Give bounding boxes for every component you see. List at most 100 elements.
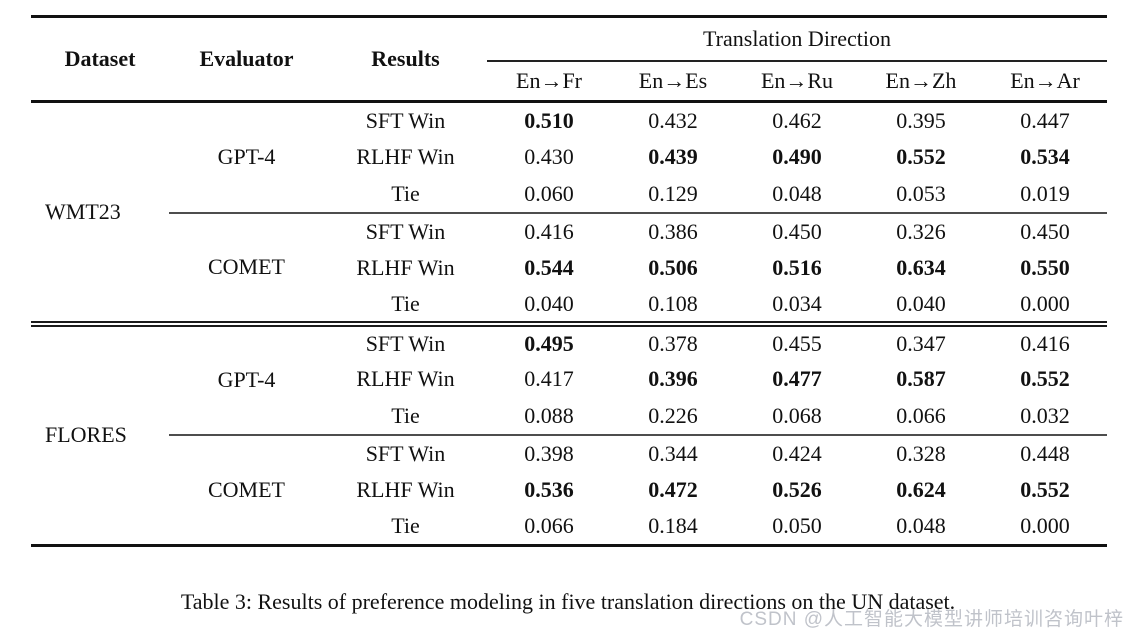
evaluator-cell: COMET	[169, 433, 324, 547]
evaluator-cell: GPT-4	[217, 144, 276, 170]
value-cell: 0.495	[524, 330, 574, 356]
evaluator-cell: COMET	[169, 211, 324, 327]
col-header-results: Results	[324, 16, 487, 103]
value-cell: 0.552	[896, 144, 946, 169]
value-cell: 0.226	[648, 402, 698, 428]
col-header-en-ar: En→Ar	[983, 60, 1108, 103]
col-header-dataset: Dataset	[31, 16, 169, 103]
value-cell: 0.378	[648, 330, 698, 356]
evaluator-cell: GPT-4	[217, 367, 276, 392]
value-cell: 0.050	[735, 508, 859, 547]
value-cell: 0.490	[772, 144, 822, 169]
value-cell: 0.066	[896, 402, 946, 428]
result-label-cell: Tie	[324, 286, 487, 327]
value-cell: 0.088	[524, 402, 574, 428]
value-cell: 0.108	[611, 286, 735, 327]
value-cell: 0.552	[1020, 366, 1070, 391]
value-cell: 0.430	[524, 144, 574, 169]
col-header-en-zh: En→Zh	[859, 60, 983, 103]
watermark: CSDN @人工智能大模型讲师培训咨询叶梓	[739, 609, 1124, 630]
value-cell: 0.048	[772, 180, 822, 206]
result-label-cell: SFT Win	[365, 330, 446, 356]
results-table: Dataset Evaluator Results Translation Di…	[31, 15, 1108, 547]
value-cell: 0.450	[983, 211, 1108, 250]
value-cell: 0.000	[983, 508, 1108, 547]
value-cell: 0.526	[772, 477, 822, 502]
value-cell: 0.000	[983, 286, 1108, 327]
value-cell: 0.328	[859, 433, 983, 472]
value-cell: 0.396	[648, 366, 698, 391]
table-row: RLHF Win 0.536 0.472 0.526 0.624 0.552	[31, 472, 1107, 509]
table-row: RLHF Win 0.544 0.506 0.516 0.634 0.550	[31, 250, 1107, 287]
value-cell: 0.040	[487, 286, 611, 327]
header-row-group: Dataset Evaluator Results Translation Di…	[31, 16, 1108, 103]
result-label-cell: Tie	[391, 180, 420, 206]
value-cell: 0.536	[524, 477, 574, 502]
value-cell: 0.040	[859, 286, 983, 327]
col-header-en-fr: En→Fr	[487, 60, 611, 103]
table-row: Tie 0.040 0.108 0.034 0.040 0.000	[31, 286, 1108, 327]
result-label-cell: RLHF Win	[356, 477, 455, 502]
value-cell: 0.060	[524, 180, 574, 206]
value-cell: 0.347	[896, 330, 946, 356]
value-cell: 0.053	[896, 180, 946, 206]
table-body: WMT23 GPT-4 SFT Win 0.510 0.432 0.462 0.395 0.4…	[31, 101, 1108, 547]
value-cell: 0.439	[648, 144, 698, 169]
value-cell: 0.386	[611, 211, 735, 250]
table-row: Tie 0.060 0.129 0.048 0.053 0.019	[31, 176, 1107, 213]
value-cell: 0.129	[648, 180, 698, 206]
value-cell: 0.326	[859, 211, 983, 250]
value-cell: 0.424	[735, 433, 859, 472]
header-row-directions: En→Fr En→Es En→Ru En→Zh En→Ar	[31, 60, 1108, 103]
result-label-cell: SFT Win	[324, 433, 487, 472]
value-cell: 0.447	[1020, 107, 1070, 133]
table-row: Tie 0.088 0.226 0.068 0.066 0.032	[31, 398, 1107, 435]
table-row: Tie 0.066 0.184 0.050 0.048 0.000	[31, 508, 1108, 547]
result-label-cell: SFT Win	[365, 107, 446, 133]
value-cell: 0.477	[772, 366, 822, 391]
value-cell: 0.416	[487, 211, 611, 250]
table-row: WMT23 GPT-4 SFT Win 0.510 0.432 0.462 0.395 0.4…	[31, 101, 1107, 327]
col-header-en-es: En→Es	[611, 60, 735, 103]
value-cell: 0.398	[487, 433, 611, 472]
result-label-cell: Tie	[391, 402, 420, 428]
results-table-container: Dataset Evaluator Results Translation Di…	[31, 15, 1108, 547]
value-cell: 0.032	[1020, 402, 1070, 428]
value-cell: 0.034	[735, 286, 859, 327]
value-cell: 0.472	[648, 477, 698, 502]
value-cell: 0.455	[772, 330, 822, 356]
result-label-cell: RLHF Win	[356, 255, 455, 280]
col-header-en-ru: En→Ru	[735, 60, 859, 103]
value-cell: 0.450	[735, 211, 859, 250]
dataset-cell: FLORES	[31, 323, 169, 547]
value-cell: 0.516	[772, 255, 822, 280]
table-row: COMET SFT Win 0.416 0.386 0.450 0.326 0.450	[31, 211, 1108, 327]
table-row: RLHF Win 0.430 0.439 0.490 0.552 0.534	[31, 139, 1107, 176]
result-label-cell: SFT Win	[324, 211, 487, 250]
value-cell: 0.550	[1020, 255, 1070, 280]
value-cell: 0.432	[648, 107, 698, 133]
result-label-cell: RLHF Win	[356, 366, 455, 391]
value-cell: 0.552	[1020, 477, 1070, 502]
table-row: RLHF Win 0.417 0.396 0.477 0.587 0.552	[31, 361, 1107, 398]
value-cell: 0.019	[1020, 180, 1070, 206]
value-cell: 0.048	[859, 508, 983, 547]
value-cell: 0.506	[648, 255, 698, 280]
value-cell: 0.416	[1020, 330, 1070, 356]
value-cell: 0.417	[524, 366, 574, 391]
value-cell: 0.068	[772, 402, 822, 428]
value-cell: 0.534	[1020, 144, 1070, 169]
value-cell: 0.395	[896, 107, 946, 133]
value-cell: 0.587	[896, 366, 946, 391]
value-cell: 0.510	[524, 107, 574, 133]
value-cell: 0.184	[611, 508, 735, 547]
table-row: COMET SFT Win 0.398 0.344 0.424 0.328 0.448	[31, 433, 1108, 547]
col-header-translation-direction: Translation Direction	[487, 16, 1108, 62]
value-cell: 0.544	[524, 255, 574, 280]
value-cell: 0.344	[611, 433, 735, 472]
dataset-cell: WMT23	[31, 101, 169, 327]
value-cell: 0.634	[896, 255, 946, 280]
result-label-cell: RLHF Win	[356, 144, 455, 169]
value-cell: 0.066	[487, 508, 611, 547]
value-cell: 0.448	[983, 433, 1108, 472]
